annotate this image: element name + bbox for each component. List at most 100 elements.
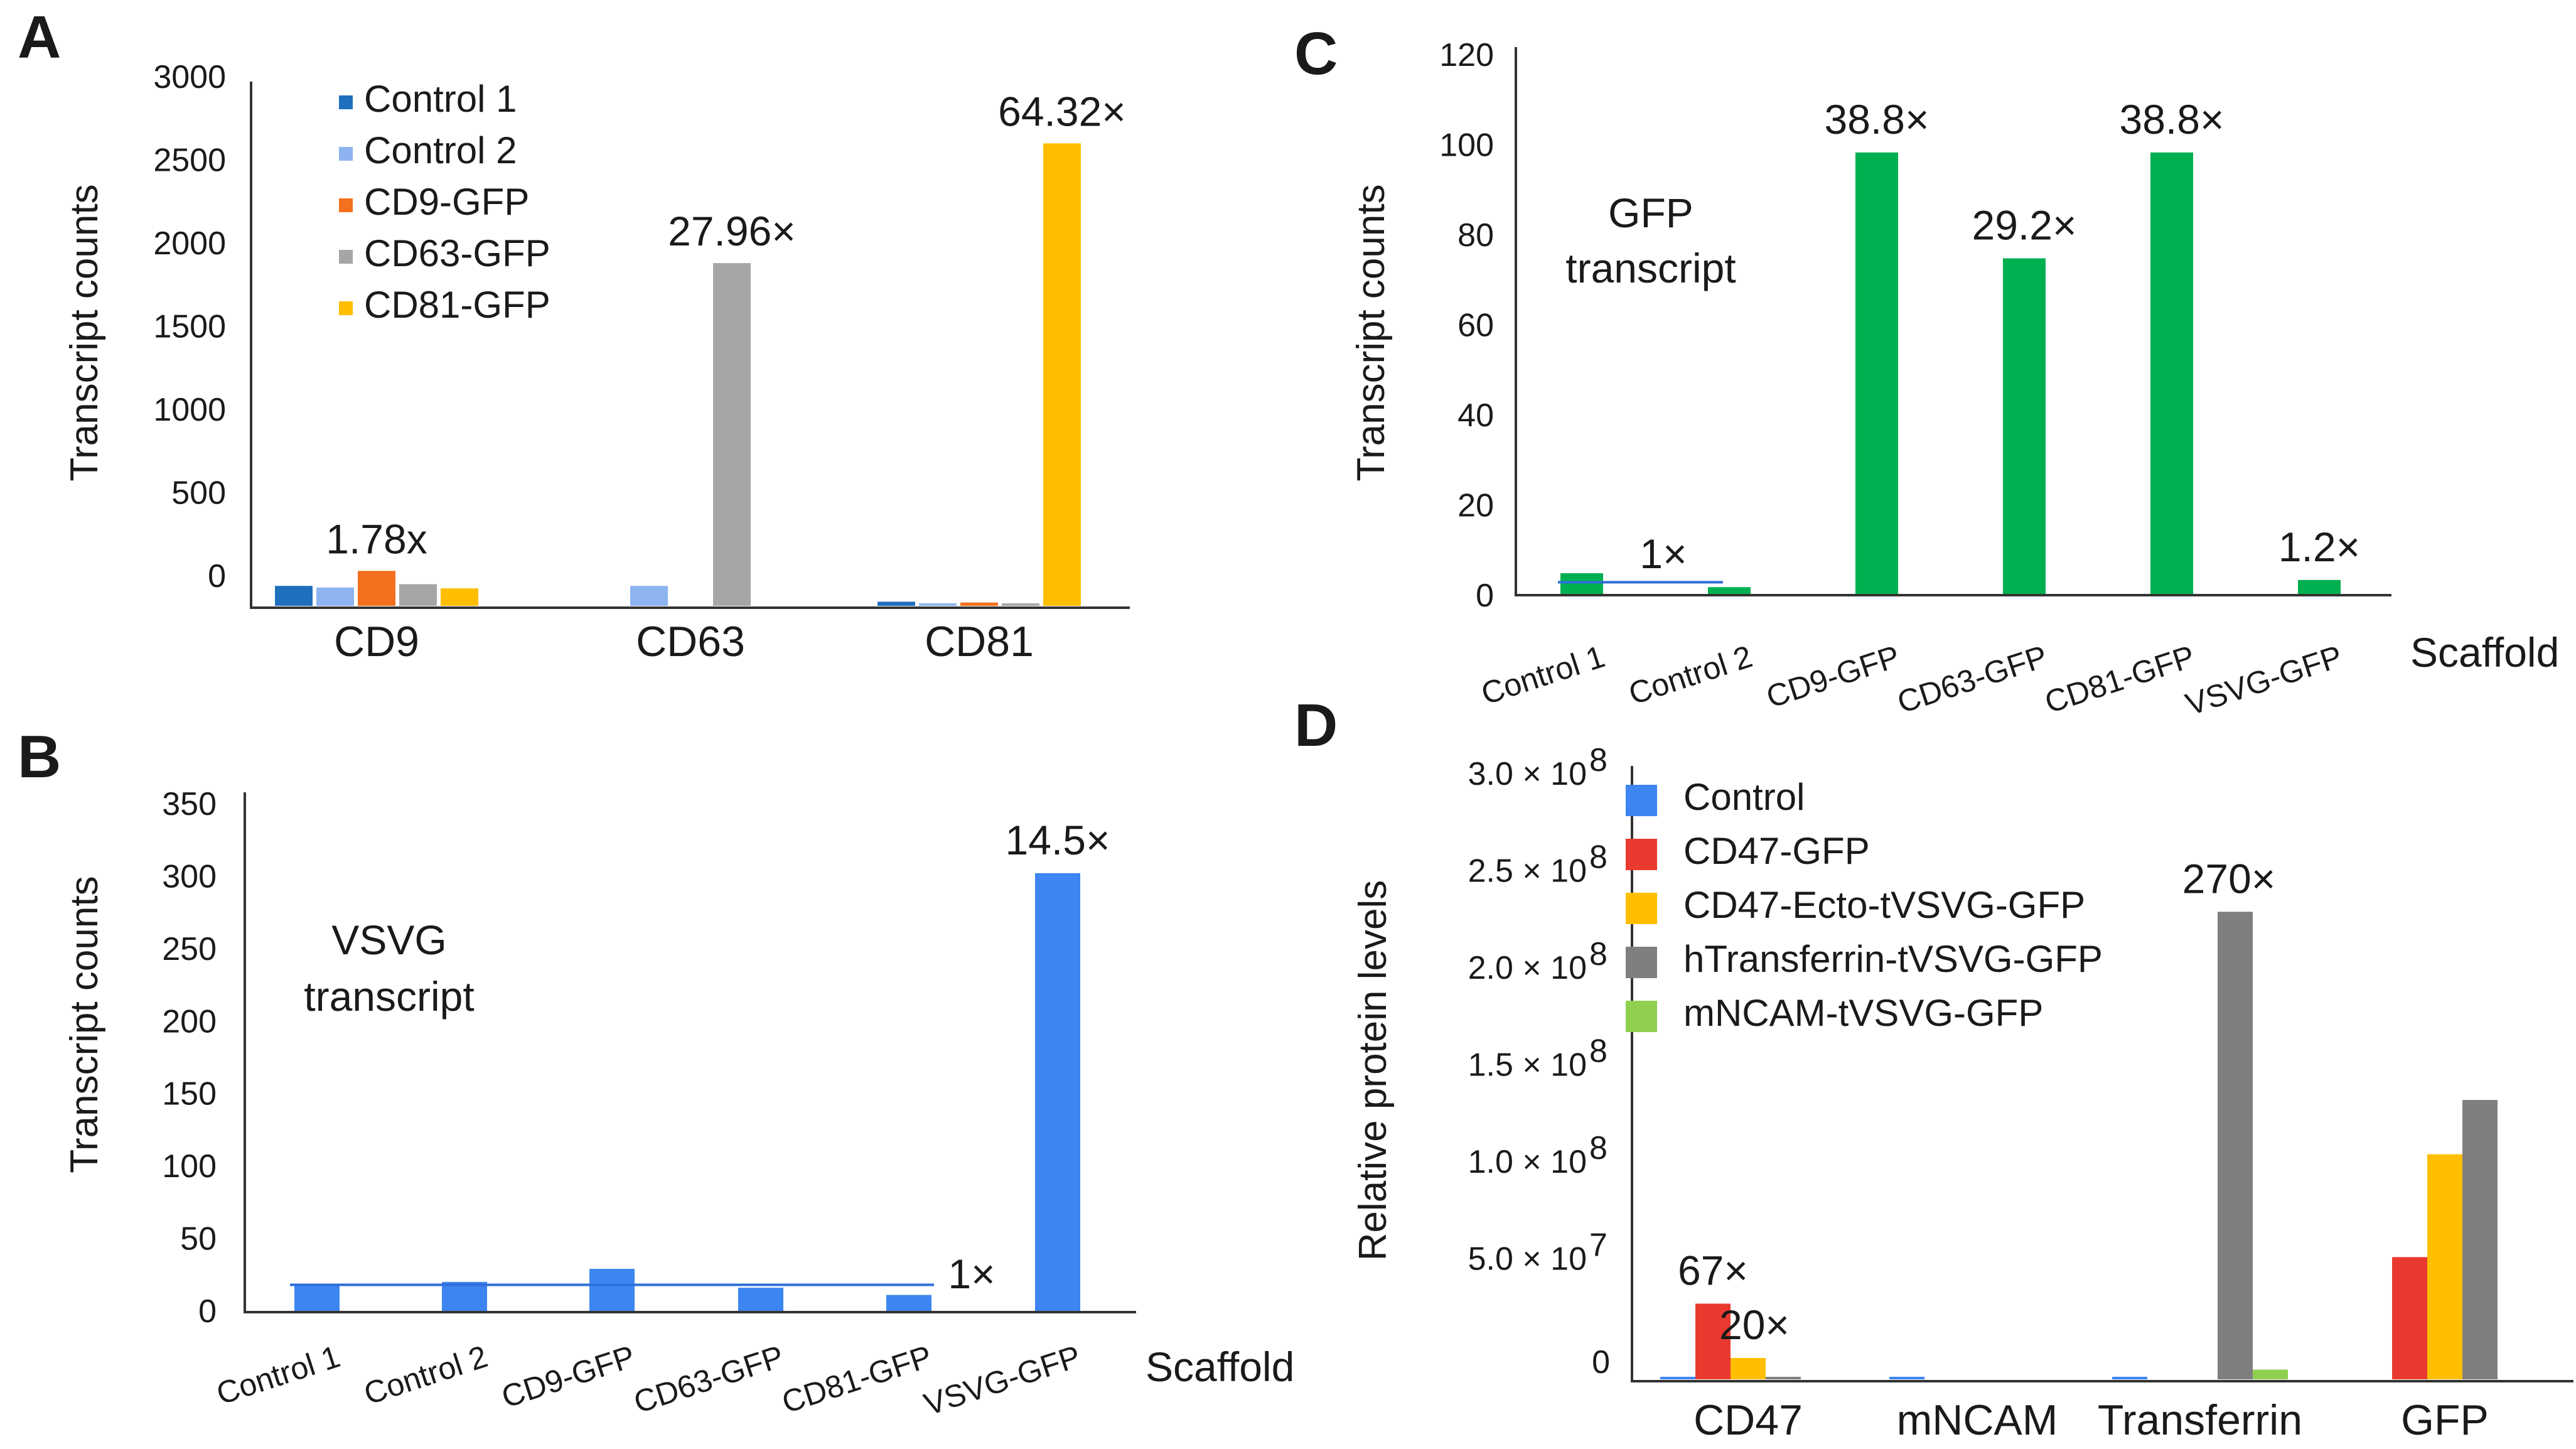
panel-a-y-tick-label: 1500 [153, 309, 226, 345]
panel-a-category-labels: CD9 CD63 CD81 [334, 618, 1034, 665]
panel-a-y-tick-label: 0 [208, 558, 226, 595]
panel-d-y-tick-label: 2.5 × 10 [1468, 853, 1587, 890]
panel-b-y-tick-label: 300 [162, 858, 217, 895]
bar-control-1-cd81 [877, 601, 915, 606]
panel-a-legend: Control 1 Control 2 CD9-GFP CD63-GFP CD81-GF… [339, 78, 550, 326]
panel-b-y-tick-labels: 0 50 100 150 200 250 300 350 [162, 786, 217, 1330]
panel-c-category-label: Control 2 [1624, 638, 1756, 711]
bar-cd47-ecto-tvsvg-gfp-cd47 [1731, 1358, 1766, 1379]
legend-label-cd63-gfp: CD63-GFP [364, 232, 550, 274]
bar-cd9-gfp [589, 1269, 635, 1311]
panel-c-note-line-1: GFP [1608, 190, 1693, 236]
panel-b-y-tick-label: 100 [162, 1148, 217, 1185]
panel-a-y-tick-labels: 0 500 1000 1500 2000 2500 3000 [153, 59, 226, 595]
panel-c-y-tick-label: 80 [1457, 217, 1494, 254]
panel-d-annotation: 270× [2182, 855, 2276, 902]
panel-b: B Transcript counts 0 50 100 150 200 250 300 35… [18, 723, 1294, 1422]
bar-cd9-gfp-cd81 [960, 602, 998, 606]
legend-label-mncam-tvsvg-gfp: mNCAM-tVSVG-GFP [1683, 992, 2043, 1034]
legend-label-cd81-gfp: CD81-GFP [364, 284, 550, 326]
legend-swatch-cd47-ecto-tvsvg-gfp [1626, 893, 1657, 924]
panel-c-annotation: 29.2× [1972, 202, 2077, 248]
panel-a-annotation: 27.96× [668, 208, 796, 254]
bar-control-2 [1708, 587, 1751, 594]
panel-c-category-label: Control 1 [1477, 638, 1609, 711]
bar-control-2 [442, 1281, 487, 1311]
panel-label-a: A [18, 4, 61, 71]
panel-d-category-labels: CD47 mNCAM Transferrin GFP [1693, 1396, 2489, 1444]
legend-label-control-2: Control 2 [364, 129, 517, 171]
panel-d-y-tick-exponent: 8 [1589, 1033, 1607, 1070]
panel-c-category-label: VSVG-GFP [2181, 638, 2346, 722]
bar-cd81-gfp [2150, 152, 2193, 595]
panel-c-annotation: 38.8× [1825, 96, 1929, 143]
panel-b-y-tick-label: 150 [162, 1076, 217, 1112]
panel-b-note-line-1: VSVG [331, 917, 446, 963]
bar-htransferrin-tvsvg-gfp-transferrin [2218, 912, 2253, 1379]
panel-d-y-tick-labels: 05.0 × 10 71.0 × 10 81.5 × 10 82.0 × 10 82.5… [1468, 742, 1610, 1381]
legend-swatch-control-2 [339, 147, 353, 161]
panel-c-annotations: 38.8× 29.2× 38.8× 1.2× [1825, 96, 2361, 570]
panel-d-y-tick-exponent: 8 [1589, 1130, 1607, 1166]
panel-d-y-tick-exponent: 8 [1589, 839, 1607, 876]
panel-c-y-tick-label: 0 [1476, 578, 1494, 614]
panel-c-y-tick-label: 40 [1457, 397, 1494, 434]
panel-b-y-tick-label: 0 [198, 1293, 217, 1330]
panel-a-category-label: CD81 [925, 618, 1034, 665]
panel-b-annotation: 14.5× [1006, 817, 1110, 863]
panel-d-y-tick-label: 2.0 × 10 [1468, 950, 1587, 986]
panel-b-category-label: CD9-GFP [497, 1339, 639, 1414]
bar-cd47-gfp-gfp [2392, 1257, 2427, 1379]
legend-swatch-cd63-gfp [339, 250, 353, 264]
panel-a-bars [275, 143, 1081, 606]
bar-mncam-tvsvg-gfp-transferrin [2253, 1369, 2288, 1379]
panel-b-y-tick-label: 200 [162, 1003, 217, 1040]
panel-d-y-axis-title: Relative protein levels [1351, 880, 1395, 1261]
panel-c-x-axis-title: Scaffold [2410, 629, 2559, 676]
legend-swatch-cd9-gfp [339, 198, 353, 212]
panel-c-category-label: CD63-GFP [1893, 638, 2051, 720]
panel-c-baseline: 1× [1558, 531, 1723, 584]
bar-control-mncam [1889, 1377, 1924, 1379]
panel-b-baseline-label: 1× [948, 1251, 995, 1297]
bar-cd81-gfp-cd9 [441, 588, 478, 606]
panel-d-y-tick-exponent: 7 [1589, 1227, 1607, 1264]
panel-c-y-tick-labels: 0 20 40 60 80 100 120 [1439, 37, 1494, 614]
panel-b-category-label: VSVG-GFP [920, 1339, 1085, 1422]
bar-cd63-gfp-cd9 [399, 584, 437, 606]
panel-b-category-label: Control 1 [212, 1339, 344, 1411]
bar-cd63-gfp [738, 1288, 783, 1311]
panel-label-b: B [18, 723, 61, 790]
panel-d-bars [1660, 912, 2498, 1379]
bar-cd81-gfp-cd81 [1043, 143, 1081, 606]
bar-control-2-cd81 [919, 603, 957, 606]
panel-b-category-label: CD81-GFP [778, 1339, 936, 1420]
legend-swatch-control-1 [339, 95, 353, 109]
panel-a-y-tick-label: 1000 [153, 392, 226, 428]
panel-d-y-tick-exponent: 8 [1589, 936, 1607, 972]
panel-b-note-line-2: transcript [304, 973, 474, 1020]
panel-a-category-label: CD63 [636, 618, 745, 665]
panel-d: D Relative protein levels 0 5.0 × 10 7 1.0 … [1294, 692, 2573, 1444]
legend-label-cd9-gfp: CD9-GFP [364, 181, 529, 223]
bar-htransferrin-tvsvg-gfp-gfp [2462, 1100, 2498, 1379]
panel-c-category-label: CD81-GFP [2041, 638, 2199, 720]
legend-label-htransferrin-tvsvg-gfp: hTransferrin-tVSVG-GFP [1683, 938, 2103, 980]
panel-c-annotation: 1.2× [2278, 524, 2360, 570]
panel-b-baseline: 1× [290, 1251, 996, 1297]
panel-b-bars [294, 873, 1080, 1311]
bar-control-transferrin [2112, 1377, 2147, 1379]
legend-swatch-mncam-tvsvg-gfp [1626, 1001, 1657, 1032]
legend-swatch-htransferrin-tvsvg-gfp [1626, 947, 1657, 978]
bar-cd63-gfp-cd63 [713, 263, 751, 606]
panel-a-y-axis-title: Transcript counts [63, 184, 106, 481]
bar-cd81-gfp [886, 1295, 931, 1311]
bar-control-cd47 [1660, 1377, 1695, 1379]
legend-label-cd47-gfp: CD47-GFP [1683, 830, 1870, 872]
panel-a-annotation: 1.78x [326, 515, 427, 562]
bar-cd47-ecto-tvsvg-gfp-gfp [2427, 1154, 2462, 1379]
panel-a-y-tick-label: 2500 [153, 143, 226, 179]
bar-control-1 [1560, 573, 1603, 594]
panel-b-y-tick-label: 350 [162, 786, 217, 822]
panel-label-c: C [1294, 20, 1338, 87]
